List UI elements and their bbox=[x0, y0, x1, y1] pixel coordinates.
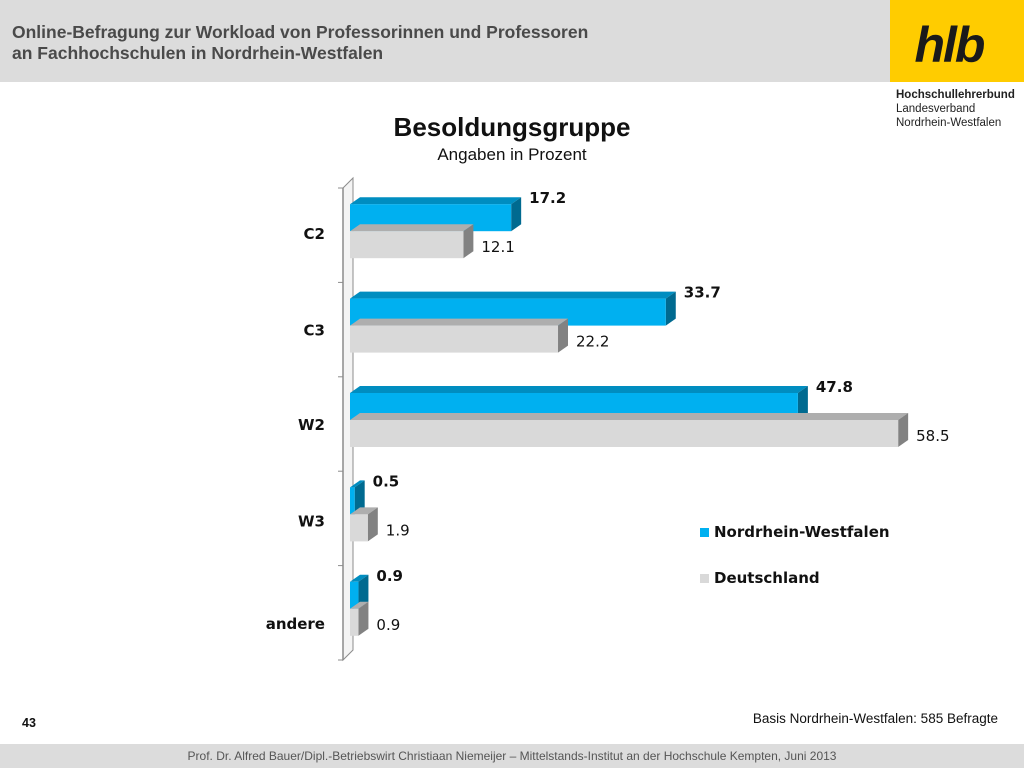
bar-top-deutschland bbox=[350, 601, 369, 609]
category-label: andere bbox=[266, 615, 325, 633]
value-label-deutschland: 58.5 bbox=[916, 427, 949, 445]
bar-top-nrw bbox=[350, 574, 369, 582]
hlb-logo-text: hlb bbox=[914, 17, 986, 73]
legend-item-deutschland: Deutschland bbox=[700, 568, 890, 588]
bar-deutschland bbox=[350, 420, 899, 447]
value-label-nrw: 0.5 bbox=[373, 472, 400, 490]
value-label-nrw: 0.9 bbox=[376, 567, 403, 585]
header-title: Online-Befragung zur Workload von Profes… bbox=[12, 22, 588, 64]
value-label-nrw: 47.8 bbox=[816, 378, 853, 396]
hlb-logo: hlb bbox=[890, 0, 1024, 82]
value-label-nrw: 17.2 bbox=[529, 189, 566, 207]
legend-swatch-nrw bbox=[700, 528, 709, 537]
bar-top-deutschland bbox=[350, 318, 569, 326]
logo-subtitle: Hochschullehrerbund Landesverband Nordrh… bbox=[896, 88, 1015, 130]
legend-label-deutschland: Deutschland bbox=[714, 569, 820, 587]
header-title-line2: an Fachhochschulen in Nordrhein-Westfale… bbox=[12, 43, 384, 63]
footer-text: Prof. Dr. Alfred Bauer/Dipl.-Betriebswir… bbox=[187, 749, 837, 763]
logo-org-line2: Landesverband bbox=[896, 103, 976, 115]
legend-item-nrw: Nordrhein-Westfalen bbox=[700, 522, 890, 542]
bar-side-deutschland bbox=[898, 413, 909, 447]
bar-top-deutschland bbox=[350, 224, 474, 232]
bar-nrw bbox=[350, 581, 359, 609]
basis-note: Basis Nordrhein-Westfalen: 585 Befragte bbox=[752, 711, 998, 726]
bar-side-nrw bbox=[358, 574, 369, 609]
bar-top-nrw bbox=[350, 480, 365, 488]
bar-nrw bbox=[350, 487, 355, 515]
bar-side-nrw bbox=[354, 480, 365, 515]
bar-top-nrw bbox=[350, 291, 676, 299]
bar-deutschland bbox=[350, 231, 464, 259]
bar-deutschland bbox=[350, 514, 368, 542]
category-label: W2 bbox=[298, 416, 325, 434]
value-label-deutschland: 1.9 bbox=[386, 521, 410, 539]
bar-top-deutschland bbox=[350, 413, 909, 420]
bar-side-deutschland bbox=[358, 601, 369, 636]
legend-label-nrw: Nordrhein-Westfalen bbox=[714, 523, 890, 541]
bar-side-deutschland bbox=[558, 318, 569, 353]
category-label: C2 bbox=[304, 225, 325, 243]
bar-side-nrw bbox=[665, 291, 676, 326]
page-number: 43 bbox=[22, 716, 36, 730]
bar-side-deutschland bbox=[367, 507, 378, 542]
bar-top-nrw bbox=[350, 197, 522, 205]
category-label: C3 bbox=[304, 322, 325, 340]
chart-title: Besoldungsgruppe bbox=[393, 112, 631, 142]
value-label-deutschland: 12.1 bbox=[481, 238, 514, 256]
category-label: W3 bbox=[298, 512, 325, 530]
value-label-nrw: 33.7 bbox=[684, 284, 721, 302]
chart-legend: Nordrhein-Westfalen Deutschland bbox=[700, 522, 890, 614]
legend-swatch-deutschland bbox=[700, 574, 709, 583]
bar-top-deutschland bbox=[350, 507, 378, 515]
bar-top-nrw bbox=[350, 386, 808, 393]
value-label-deutschland: 0.9 bbox=[376, 616, 400, 634]
bar-side-deutschland bbox=[463, 224, 474, 259]
value-label-deutschland: 22.2 bbox=[576, 333, 609, 351]
logo-org-name: Hochschullehrerbund bbox=[896, 89, 1015, 101]
bar-deutschland bbox=[350, 608, 359, 636]
footer-band: Prof. Dr. Alfred Bauer/Dipl.-Betriebswir… bbox=[0, 744, 1024, 768]
bar-deutschland bbox=[350, 325, 559, 353]
header-title-line1: Online-Befragung zur Workload von Profes… bbox=[12, 22, 589, 42]
chart-subtitle: Angaben in Prozent bbox=[437, 145, 587, 164]
header-band: Online-Befragung zur Workload von Profes… bbox=[0, 0, 890, 82]
logo-org-line3: Nordrhein-Westfalen bbox=[896, 117, 1002, 129]
bar-side-nrw bbox=[511, 197, 522, 232]
bar-side-nrw bbox=[797, 386, 808, 420]
